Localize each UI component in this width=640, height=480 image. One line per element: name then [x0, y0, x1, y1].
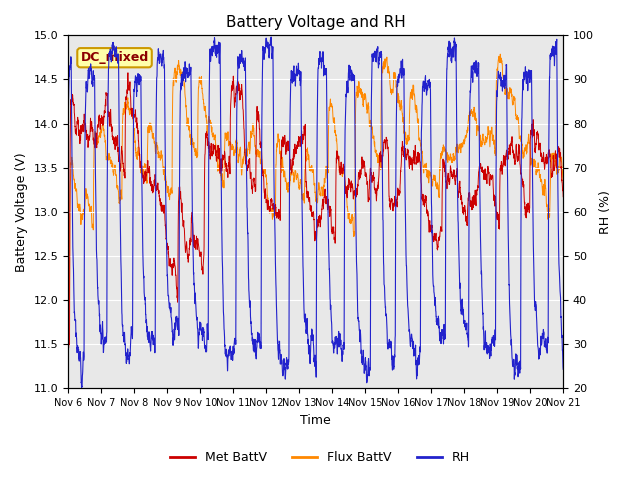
Legend: Met BattV, Flux BattV, RH: Met BattV, Flux BattV, RH — [165, 446, 475, 469]
Text: DC_mixed: DC_mixed — [81, 51, 148, 64]
Title: Battery Voltage and RH: Battery Voltage and RH — [226, 15, 406, 30]
Y-axis label: RH (%): RH (%) — [600, 190, 612, 234]
Y-axis label: Battery Voltage (V): Battery Voltage (V) — [15, 152, 28, 272]
X-axis label: Time: Time — [300, 414, 331, 427]
